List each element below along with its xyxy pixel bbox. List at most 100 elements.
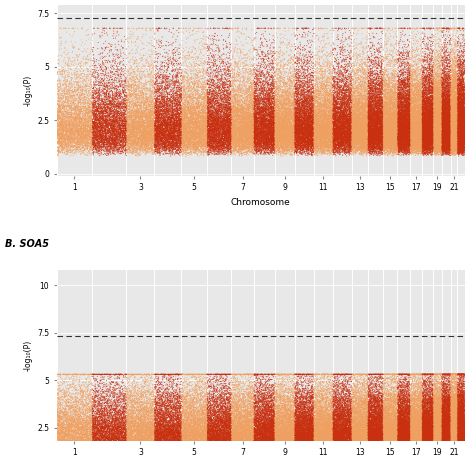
Point bbox=[411, 447, 419, 454]
Point bbox=[446, 123, 454, 130]
Point bbox=[222, 116, 230, 123]
Point bbox=[446, 127, 454, 134]
Point bbox=[447, 443, 455, 450]
Point bbox=[444, 437, 451, 444]
Point bbox=[253, 430, 260, 438]
Point bbox=[378, 134, 385, 141]
Point bbox=[451, 110, 458, 118]
Point bbox=[337, 408, 345, 416]
Point bbox=[172, 439, 180, 447]
Point bbox=[451, 440, 459, 447]
Point bbox=[331, 79, 338, 87]
Point bbox=[372, 75, 380, 82]
Point bbox=[448, 424, 456, 431]
Point bbox=[219, 421, 227, 429]
Point bbox=[451, 139, 458, 147]
Point bbox=[358, 442, 365, 449]
Point bbox=[438, 419, 446, 427]
Point bbox=[251, 445, 259, 452]
Point bbox=[279, 38, 287, 46]
Point bbox=[453, 392, 460, 399]
Point bbox=[279, 101, 287, 109]
Point bbox=[317, 64, 324, 72]
Point bbox=[366, 114, 374, 122]
Point bbox=[360, 443, 367, 451]
Point bbox=[69, 380, 76, 387]
Point bbox=[201, 384, 209, 392]
Point bbox=[431, 439, 439, 447]
Point bbox=[387, 394, 394, 401]
Point bbox=[124, 417, 131, 424]
Point bbox=[147, 427, 155, 434]
Point bbox=[232, 87, 239, 94]
Point bbox=[351, 128, 358, 136]
Point bbox=[316, 117, 324, 125]
Point bbox=[344, 64, 351, 71]
Point bbox=[338, 429, 346, 437]
Point bbox=[345, 102, 353, 109]
Point bbox=[312, 425, 320, 433]
Point bbox=[146, 110, 153, 118]
Point bbox=[409, 418, 417, 426]
Point bbox=[211, 378, 219, 386]
Point bbox=[182, 89, 189, 97]
Point bbox=[348, 453, 356, 461]
Point bbox=[309, 438, 316, 446]
Point bbox=[407, 429, 414, 437]
Point bbox=[99, 447, 106, 455]
Point bbox=[257, 439, 265, 447]
Point bbox=[374, 124, 382, 132]
Point bbox=[386, 445, 394, 453]
Point bbox=[365, 431, 373, 438]
Point bbox=[456, 125, 464, 133]
Point bbox=[330, 117, 338, 124]
Point bbox=[309, 423, 316, 431]
Point bbox=[402, 424, 410, 431]
Point bbox=[318, 136, 326, 143]
Point bbox=[138, 439, 146, 447]
Point bbox=[414, 438, 421, 445]
Point bbox=[214, 446, 221, 453]
Point bbox=[220, 133, 228, 141]
Point bbox=[370, 133, 377, 140]
Point bbox=[438, 128, 446, 136]
Point bbox=[411, 388, 419, 395]
Point bbox=[253, 96, 261, 103]
Point bbox=[237, 411, 244, 419]
Point bbox=[366, 103, 374, 110]
Point bbox=[325, 413, 333, 421]
Point bbox=[136, 371, 143, 378]
Point bbox=[280, 438, 287, 445]
Point bbox=[152, 101, 159, 109]
Point bbox=[327, 400, 335, 408]
Point bbox=[369, 444, 377, 451]
Point bbox=[347, 447, 355, 455]
Point bbox=[84, 65, 92, 73]
Point bbox=[435, 395, 443, 402]
Point bbox=[224, 422, 231, 429]
Point bbox=[447, 133, 454, 141]
Point bbox=[396, 428, 403, 435]
Point bbox=[57, 111, 65, 118]
Point bbox=[447, 380, 455, 387]
Point bbox=[295, 436, 303, 443]
Point bbox=[388, 57, 396, 64]
Point bbox=[393, 123, 401, 131]
Point bbox=[88, 142, 95, 149]
Point bbox=[456, 70, 464, 77]
Point bbox=[104, 435, 111, 443]
Point bbox=[205, 46, 213, 54]
Point bbox=[428, 425, 435, 432]
Point bbox=[122, 393, 130, 401]
Point bbox=[452, 112, 459, 119]
Point bbox=[413, 83, 421, 91]
Point bbox=[401, 80, 409, 88]
Point bbox=[399, 121, 406, 128]
Point bbox=[404, 138, 412, 146]
Point bbox=[92, 392, 100, 399]
Point bbox=[230, 116, 238, 123]
Point bbox=[213, 413, 221, 420]
Point bbox=[164, 107, 172, 114]
Point bbox=[307, 440, 315, 447]
Point bbox=[383, 139, 391, 147]
